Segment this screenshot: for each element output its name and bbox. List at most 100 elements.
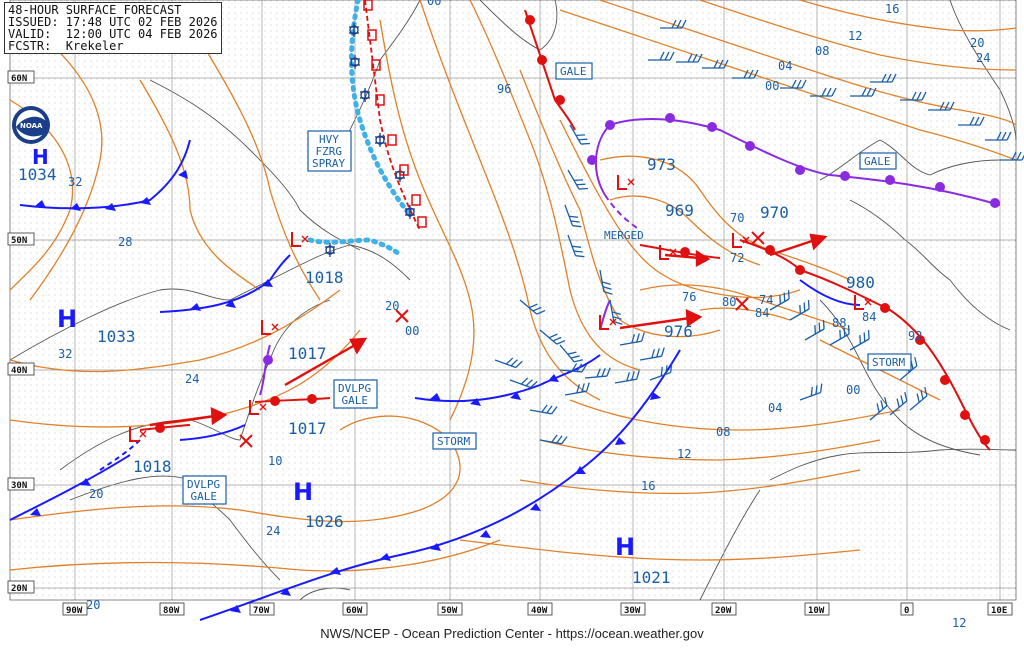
cold-front-barbs [30, 170, 661, 613]
longitude-label-box [987, 602, 1013, 616]
low-symbol [261, 320, 279, 335]
ice-edge [364, 0, 421, 231]
wind-barb [519, 299, 546, 315]
isobar-label: 88 [832, 316, 846, 330]
isobar-label: 74 [759, 293, 773, 307]
isobar-label: 84 [755, 306, 769, 320]
isobar-label: 24 [266, 524, 280, 538]
isobar-label: 00 [405, 324, 419, 338]
low-symbol [291, 232, 309, 247]
wind-barb [870, 73, 897, 83]
wind-barb [958, 116, 985, 126]
pressure-values: 1034 1033 1026 1021 1018 1017 1017 1018 973 969 97… [18, 155, 875, 587]
isobar-label: 80 [722, 295, 736, 309]
wind-barb [509, 377, 538, 389]
warning-box [555, 62, 593, 80]
longitude-label: 30W [624, 606, 641, 616]
wind-barb [810, 87, 837, 97]
warning-text: MERGED [604, 229, 644, 242]
x-marker [239, 434, 253, 448]
ice-marker [367, 29, 377, 41]
longitude-label-box [249, 602, 275, 616]
longitude-label-box [620, 602, 646, 616]
longitude-label: 40W [531, 606, 548, 616]
pressure-value: 1017 [288, 419, 327, 438]
isobar-label: 84 [862, 310, 876, 324]
warm-fronts [139, 9, 991, 451]
isobar-label: 08 [815, 44, 829, 58]
pressure-value: 1033 [97, 327, 136, 346]
warning-labels: HVYFZRGSPRAYGALEGALEDVLPGGALEDVLPGGALEST… [182, 62, 912, 505]
pressure-centers: H H H H [32, 145, 635, 561]
wind-barb [660, 19, 687, 29]
header-forecaster: FCSTR: Krekeler [8, 39, 124, 53]
low-symbol [659, 245, 677, 260]
isobar-label: 76 [682, 290, 696, 304]
wind-barb [928, 101, 955, 111]
low-symbol [617, 175, 635, 190]
warning-text: DVLPG [338, 382, 371, 395]
noaa-logo: NOAA [12, 106, 50, 144]
latitude-label-box [7, 232, 35, 246]
ice-marker [399, 164, 409, 176]
longitude-label-box [711, 602, 737, 616]
pressure-value: 970 [760, 203, 789, 222]
warning-text: DVLPG [187, 478, 220, 491]
warning-box [307, 130, 352, 172]
wind-barb [567, 234, 585, 258]
longitude-label: 80W [163, 606, 180, 616]
pressure-value: 1018 [305, 268, 344, 287]
longitude-label-box [62, 602, 88, 616]
wind-barb [789, 300, 810, 321]
isobar-label: 12 [848, 29, 862, 43]
high-symbol: H [293, 478, 313, 506]
isobar-label: 00 [427, 0, 441, 8]
wind-barb [850, 87, 877, 97]
freezing-spray-icon [405, 205, 415, 219]
latitude-label: 50N [11, 236, 27, 246]
pressure-value: 969 [665, 201, 694, 220]
pressure-value: 1034 [18, 165, 57, 184]
isobar-label: 20 [89, 487, 103, 501]
warning-box [333, 379, 378, 409]
longitude-labels: 90W 80W 70W 60W 50W 40W 30W 20W 10W 0 10E [62, 602, 1013, 616]
wind-barb [732, 69, 759, 79]
pressure-value: 1026 [305, 512, 344, 531]
occluded-front-symbols [263, 113, 1000, 365]
wind-barb [909, 387, 928, 411]
isobar-label: 00 [765, 79, 779, 93]
freezing-spray-icon [350, 55, 360, 69]
isobar-label: 28 [118, 235, 132, 249]
pressure-value: 976 [664, 322, 693, 341]
longitude-label-box [342, 602, 368, 616]
freezing-spray-icon [349, 23, 359, 37]
wind-barb [584, 367, 611, 379]
wind-barb [609, 299, 623, 325]
svg-text:NOAA: NOAA [20, 122, 43, 130]
freezing-spray-icon [360, 88, 370, 102]
trough-line [99, 439, 141, 471]
isobar-label: 12 [952, 616, 966, 630]
longitude-label-box [900, 602, 914, 616]
longitude-label: 0 [904, 606, 909, 616]
header-valid: VALID: 12:00 UTC 04 FEB 2026 [8, 27, 218, 41]
longitude-label: 20W [715, 606, 732, 616]
longitude-label-box [159, 602, 185, 616]
high-symbol: H [32, 145, 49, 169]
wind-barb [599, 269, 613, 295]
ice-marker [371, 59, 381, 71]
longitude-label: 50W [441, 606, 458, 616]
isobars [9, 0, 1017, 572]
wind-barb [780, 79, 807, 89]
longitude-label: 60W [346, 606, 363, 616]
wind-barb [799, 383, 823, 401]
isobar-label: 32 [68, 175, 82, 189]
longitude-label: 10E [991, 606, 1007, 616]
latitude-label: 30N [11, 481, 27, 491]
latitude-labels: 60N 50N 40N 30N 20N [7, 70, 35, 594]
latitude-label: 20N [11, 584, 27, 594]
isobar-label: 04 [768, 401, 782, 415]
warning-text: GALE [864, 155, 891, 168]
isobar-label: 10 [268, 454, 282, 468]
